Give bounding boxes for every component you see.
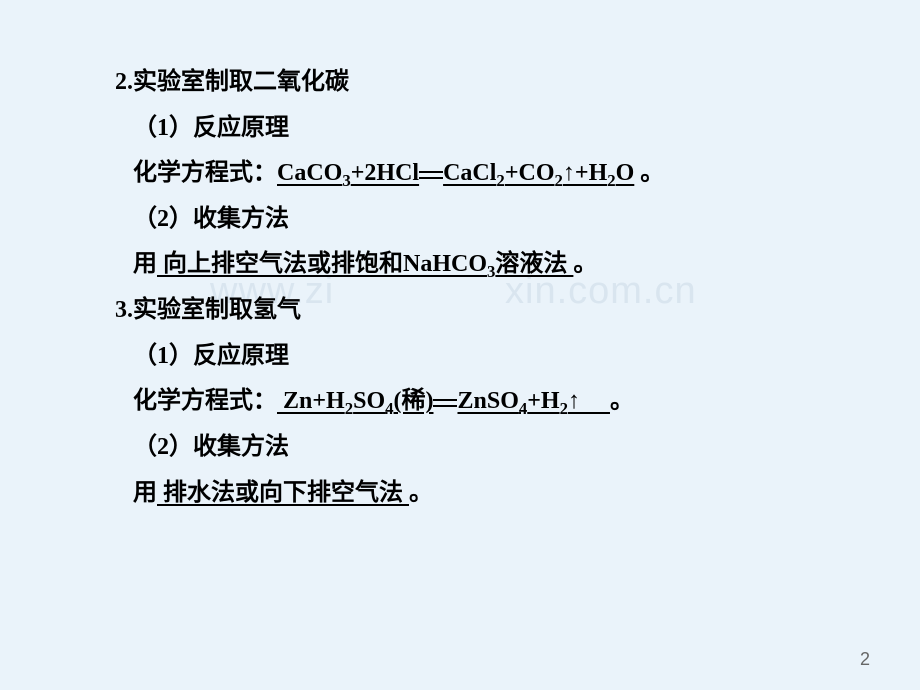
slide-content: 2.实验室制取二氧化碳 （1）反应原理 化学方程式：CaCO3+2HClCaCl…	[0, 0, 920, 516]
equation-value: CaCO3+2HClCaCl2+CO2↑+H2O	[277, 160, 634, 186]
answer-value: 向上排空气法或排饱和NaHCO3溶液法	[157, 251, 573, 277]
equation-period: 。	[634, 160, 664, 186]
section3-item1-label: （1）反应原理	[115, 334, 805, 380]
answer-prefix: 用	[133, 480, 157, 506]
equation-prefix: 化学方程式：	[133, 388, 277, 414]
section3-item2-label: （2）收集方法	[115, 425, 805, 471]
section2-item2-label: （2）收集方法	[115, 197, 805, 243]
equation-prefix: 化学方程式：	[133, 160, 277, 186]
answer-period: 。	[573, 251, 597, 277]
section2-item2-answer: 用 向上排空气法或排饱和NaHCO3溶液法 。	[115, 242, 805, 288]
answer-value: 排水法或向下排空气法	[157, 480, 409, 506]
section3-heading: 3.实验室制取氢气	[115, 288, 805, 334]
page-number: 2	[860, 649, 870, 670]
section2-heading: 2.实验室制取二氧化碳	[115, 60, 805, 106]
answer-period: 。	[409, 480, 433, 506]
equation-value: Zn+H2SO4(稀)ZnSO4+H2↑	[277, 388, 610, 414]
section2-item1-label: （1）反应原理	[115, 106, 805, 152]
section3-item2-answer: 用 排水法或向下排空气法 。	[115, 471, 805, 517]
answer-prefix: 用	[133, 251, 157, 277]
section3-item1-equation: 化学方程式： Zn+H2SO4(稀)ZnSO4+H2↑ 。	[115, 379, 805, 425]
equation-period: 。	[610, 388, 634, 414]
section2-item1-equation: 化学方程式：CaCO3+2HClCaCl2+CO2↑+H2O 。	[115, 151, 805, 197]
